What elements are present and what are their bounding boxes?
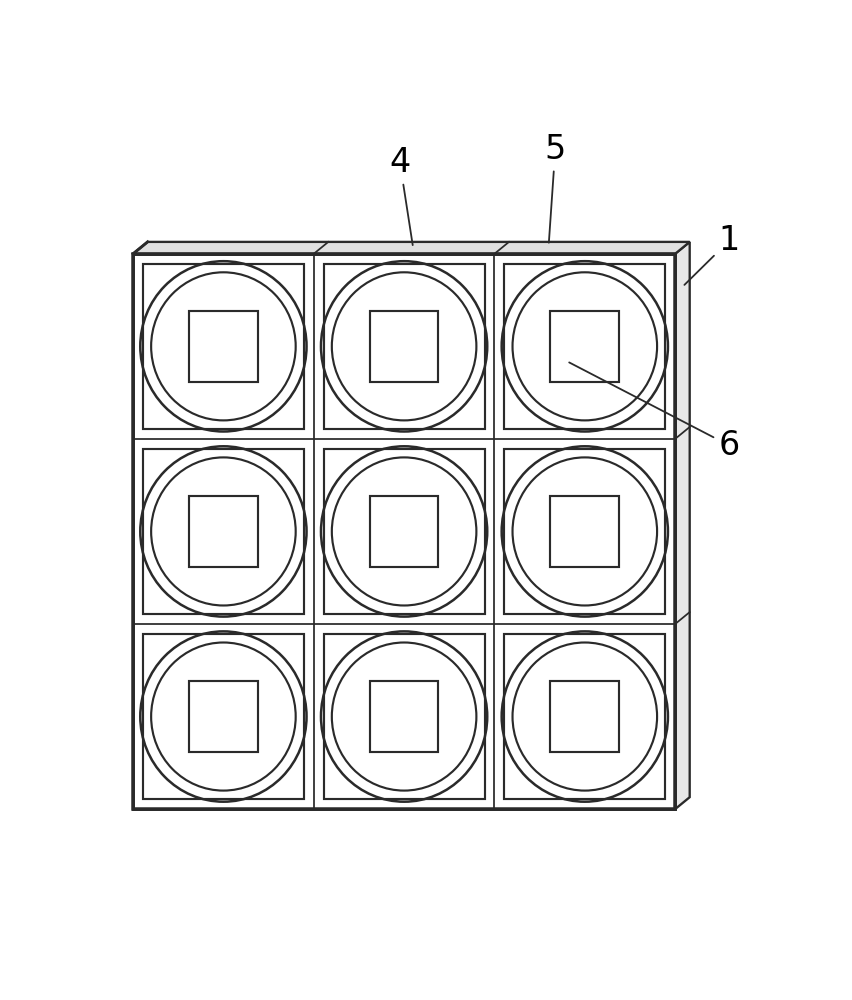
Bar bbox=[189, 311, 257, 382]
Bar bbox=[370, 496, 438, 567]
Polygon shape bbox=[675, 242, 689, 809]
Bar bbox=[550, 681, 619, 752]
Bar bbox=[323, 264, 484, 429]
Bar bbox=[189, 681, 257, 752]
Bar bbox=[370, 311, 438, 382]
Polygon shape bbox=[133, 242, 689, 254]
Bar bbox=[550, 311, 619, 382]
Text: 5: 5 bbox=[544, 133, 565, 243]
Bar bbox=[143, 264, 303, 429]
Bar bbox=[504, 264, 665, 429]
Bar bbox=[143, 634, 303, 799]
Bar bbox=[504, 634, 665, 799]
Bar bbox=[143, 449, 303, 614]
Polygon shape bbox=[133, 254, 675, 809]
Text: 1: 1 bbox=[683, 224, 740, 285]
Bar bbox=[550, 496, 619, 567]
Text: 4: 4 bbox=[389, 146, 412, 245]
Bar bbox=[504, 449, 665, 614]
Bar bbox=[189, 496, 257, 567]
Text: 6: 6 bbox=[568, 362, 740, 462]
Bar bbox=[323, 449, 484, 614]
Bar bbox=[323, 634, 484, 799]
Bar bbox=[370, 681, 438, 752]
